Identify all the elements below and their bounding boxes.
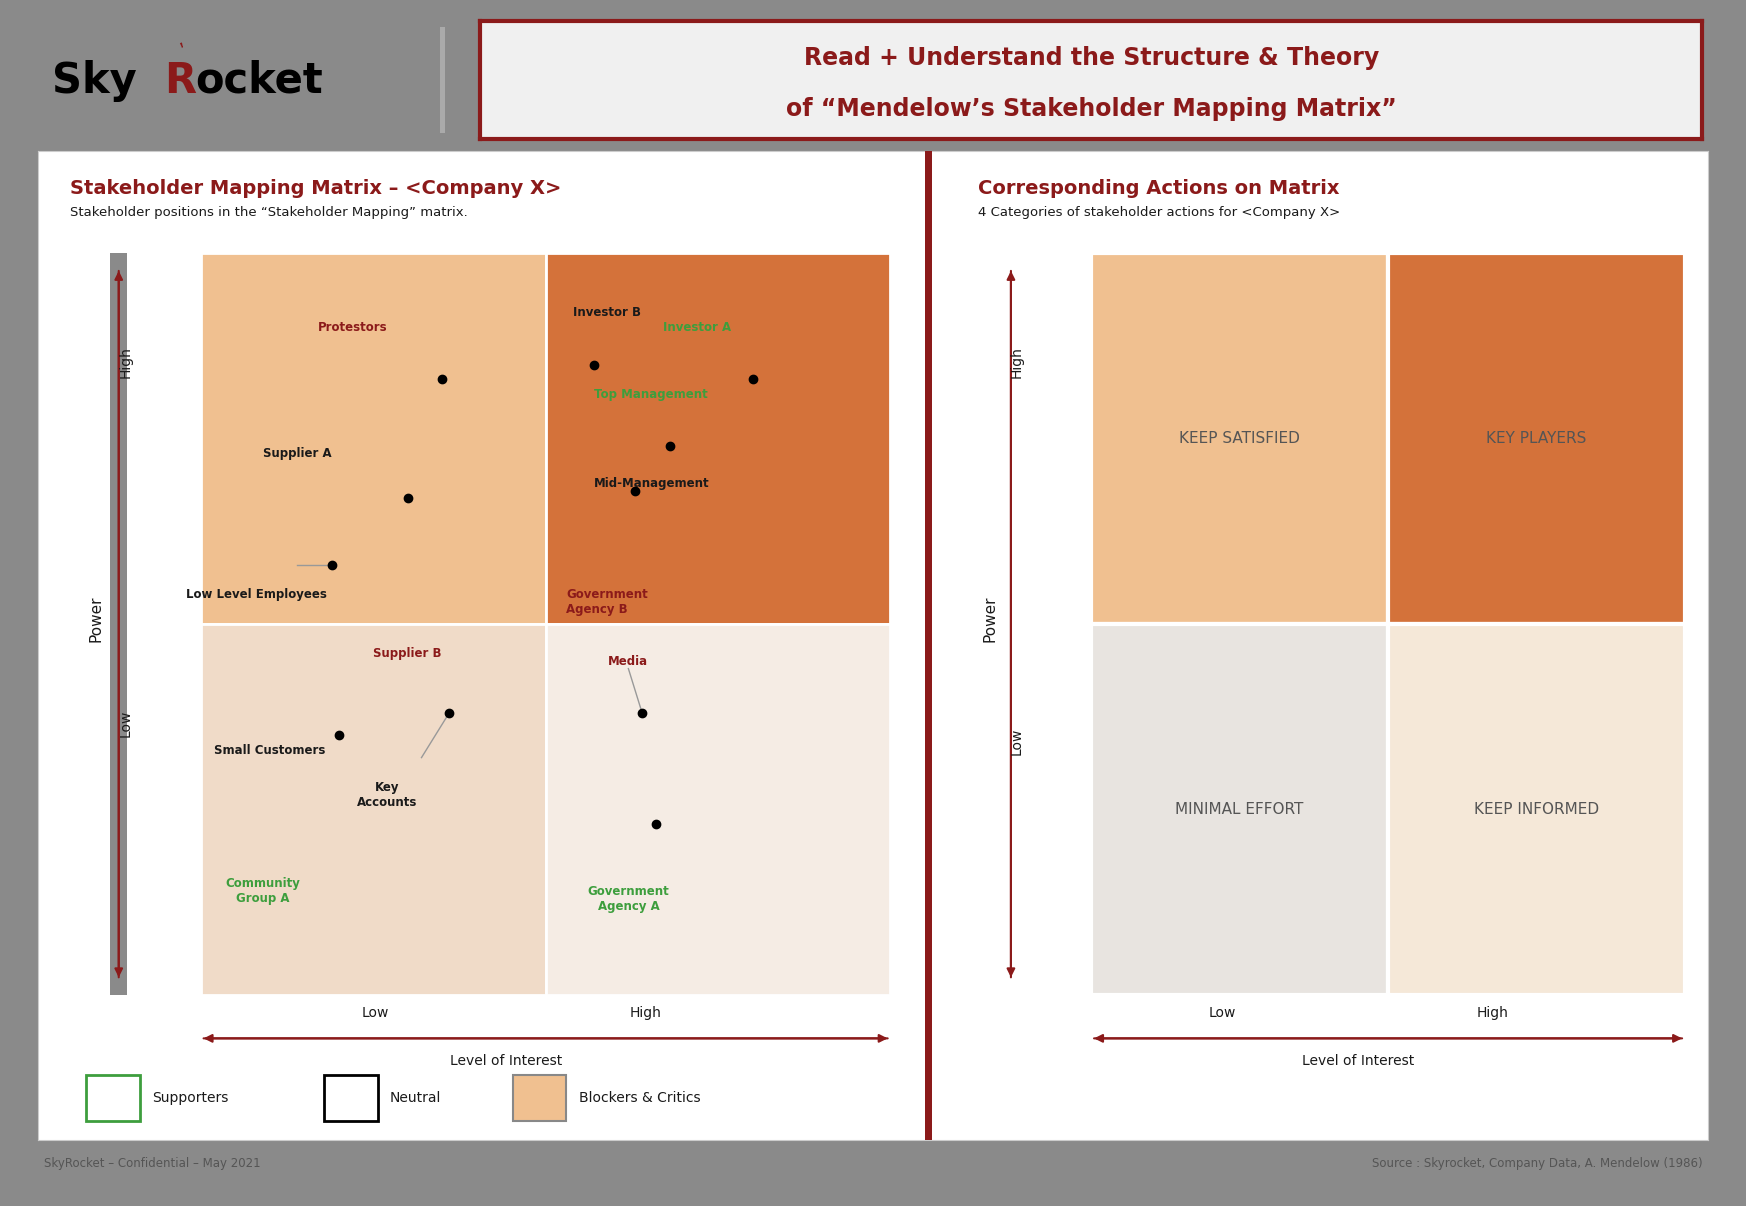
Text: Power: Power bbox=[89, 596, 103, 642]
Text: Sky: Sky bbox=[52, 60, 138, 101]
Text: Mid-Management: Mid-Management bbox=[594, 476, 709, 490]
Bar bbox=[1388, 253, 1685, 625]
Text: Community
Group A: Community Group A bbox=[225, 877, 300, 906]
Text: Supplier B: Supplier B bbox=[374, 648, 442, 660]
Text: Neutral: Neutral bbox=[389, 1091, 442, 1105]
Text: Protestors: Protestors bbox=[318, 321, 388, 334]
Bar bbox=[1091, 625, 1388, 995]
Text: Stakeholder Mapping Matrix – <Company X>: Stakeholder Mapping Matrix – <Company X> bbox=[70, 178, 560, 198]
Text: ʹ: ʹ bbox=[178, 42, 192, 62]
Bar bbox=[513, 1075, 566, 1122]
Text: Investor B: Investor B bbox=[573, 306, 641, 320]
Text: Level of Interest: Level of Interest bbox=[450, 1054, 562, 1067]
Text: Key
Accounts: Key Accounts bbox=[356, 780, 417, 809]
Text: of “Mendelow’s Stakeholder Mapping Matrix”: of “Mendelow’s Stakeholder Mapping Matri… bbox=[786, 98, 1397, 121]
Text: Read + Understand the Structure & Theory: Read + Understand the Structure & Theory bbox=[803, 46, 1379, 70]
Text: High: High bbox=[119, 346, 133, 377]
Text: High: High bbox=[630, 1006, 662, 1019]
Text: Top Management: Top Management bbox=[594, 387, 707, 400]
Text: Government
Agency A: Government Agency A bbox=[587, 884, 669, 913]
Text: KEY PLAYERS: KEY PLAYERS bbox=[1486, 432, 1587, 446]
Text: Low: Low bbox=[119, 710, 133, 737]
Text: Stakeholder positions in the “Stakeholder Mapping” matrix.: Stakeholder positions in the “Stakeholde… bbox=[70, 206, 468, 218]
Bar bbox=[1388, 625, 1685, 995]
Text: Source : Skyrocket, Company Data, A. Mendelow (1986): Source : Skyrocket, Company Data, A. Men… bbox=[1372, 1158, 1702, 1170]
Text: 4 Categories of stakeholder actions for <Company X>: 4 Categories of stakeholder actions for … bbox=[978, 206, 1339, 218]
Bar bbox=[545, 253, 890, 625]
Bar bbox=[325, 1075, 377, 1122]
Text: SkyRocket – Confidential – May 2021: SkyRocket – Confidential – May 2021 bbox=[44, 1158, 260, 1170]
Bar bbox=[201, 253, 545, 625]
Text: Corresponding Actions on Matrix: Corresponding Actions on Matrix bbox=[978, 178, 1339, 198]
Text: Supporters: Supporters bbox=[152, 1091, 229, 1105]
Text: Low: Low bbox=[1208, 1006, 1236, 1019]
Text: Level of Interest: Level of Interest bbox=[1303, 1054, 1414, 1067]
Text: Supplier A: Supplier A bbox=[264, 447, 332, 459]
Text: Media: Media bbox=[608, 655, 648, 668]
Text: Low: Low bbox=[361, 1006, 389, 1019]
Text: Small Customers: Small Customers bbox=[215, 744, 325, 756]
Text: R: R bbox=[164, 60, 196, 101]
Text: KEEP SATISFIED: KEEP SATISFIED bbox=[1179, 432, 1301, 446]
Text: Power: Power bbox=[983, 596, 997, 642]
Bar bbox=[545, 625, 890, 995]
Text: Low: Low bbox=[1009, 728, 1023, 755]
Text: MINIMAL EFFORT: MINIMAL EFFORT bbox=[1175, 802, 1304, 816]
Text: Blockers & Critics: Blockers & Critics bbox=[578, 1091, 700, 1105]
Text: ocket: ocket bbox=[196, 60, 323, 101]
Text: High: High bbox=[1477, 1006, 1509, 1019]
Text: High: High bbox=[1009, 346, 1023, 377]
Bar bbox=[1091, 253, 1388, 625]
Text: KEEP INFORMED: KEEP INFORMED bbox=[1474, 802, 1599, 816]
Bar bbox=[201, 625, 545, 995]
Text: Government
Agency B: Government Agency B bbox=[566, 587, 648, 616]
Bar bbox=[86, 1075, 140, 1122]
Text: Low Level Employees: Low Level Employees bbox=[185, 589, 327, 601]
Text: Investor A: Investor A bbox=[663, 321, 732, 334]
